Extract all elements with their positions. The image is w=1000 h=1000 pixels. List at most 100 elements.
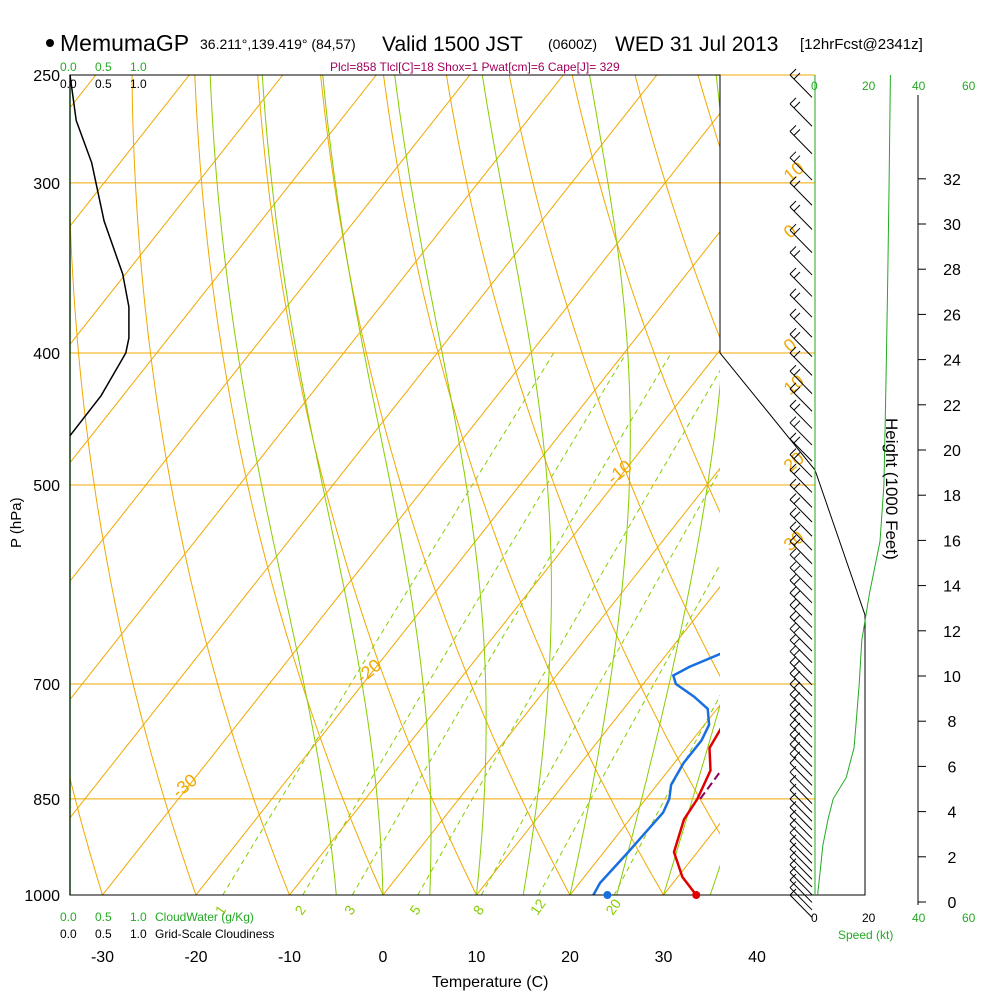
dry-adiabat [887, 75, 1000, 895]
dry-adiabat [508, 75, 720, 678]
wind-barb [789, 438, 813, 462]
wind-barb-flag [789, 645, 797, 652]
wind-barb-flag [789, 783, 797, 791]
temperature-axis-label: Temperature (C) [432, 974, 548, 991]
wind-barb-flag [789, 327, 797, 335]
dry-adiabat [950, 75, 1000, 895]
wind-barb [789, 724, 813, 748]
pressure-axis-label: P (hPa) [8, 497, 25, 548]
isotherm-line [70, 75, 284, 346]
wind-barb-flag [789, 507, 797, 515]
wind-barb-flag [793, 722, 801, 730]
wind-barb-flag [793, 741, 801, 749]
wind-barb-flag [793, 732, 801, 739]
wind-barb [789, 762, 813, 786]
height-tick-label: 10 [943, 669, 961, 686]
wind-barb [789, 273, 813, 297]
wind-barb [789, 527, 813, 551]
station-name: MemumaGP [60, 30, 189, 56]
wind-barb-flag [793, 751, 801, 759]
wind-barb-flag [793, 482, 801, 490]
wind-barb [789, 469, 813, 493]
height-tick-label: 0 [948, 895, 957, 912]
station-coords: 36.211°,139.419° (84,57) [200, 36, 356, 52]
wind-barb-flag [789, 176, 797, 184]
wind-barb-flag [789, 267, 797, 275]
moist-adiabat [261, 75, 384, 895]
wind-barb-flag [789, 598, 797, 606]
wind-barb-flag [793, 312, 801, 320]
wind-speed-label: Speed (kt) [838, 928, 893, 942]
wind-barb-flag [789, 521, 797, 529]
wind-barb [789, 639, 813, 663]
moist-adiabat [569, 75, 631, 895]
wind-barb-flag [789, 842, 797, 850]
moist-adiabat [616, 75, 720, 895]
wind-barb-flag [789, 850, 797, 858]
height-tick-label: 8 [948, 714, 957, 731]
wind-barb-flag [789, 633, 797, 641]
temperature-tick-label: 40 [748, 949, 766, 966]
wind-barb-flag [793, 637, 801, 645]
wind-barb [789, 454, 813, 478]
mixing-ratio-labels: 1 2 3 5 8 12 20 [212, 896, 625, 918]
wind-barb [789, 580, 813, 604]
wind-barb [789, 651, 813, 675]
wind-top-tick: 60 [962, 79, 976, 93]
wind-barb-flag [789, 708, 797, 716]
wind-panel [789, 68, 891, 918]
dry-adiabat [571, 75, 720, 514]
wind-barb-flag [789, 68, 797, 76]
wind-barb [789, 683, 813, 707]
wind-barb [789, 370, 813, 394]
sounding-profiles [592, 652, 720, 895]
wind-barb [789, 616, 813, 640]
wind-barb-flag [789, 448, 797, 456]
cloud-bottom-tick-black: 0.0 [60, 927, 77, 941]
wind-top-tick: 40 [912, 79, 926, 93]
wind-barb-flag [793, 671, 801, 678]
wind-barb [789, 182, 813, 206]
wind-barb-flag [789, 586, 797, 594]
cloud-top-tick-black: 0.0 [60, 77, 77, 91]
surface-temperature [692, 891, 701, 899]
pressure-tick-label: 850 [33, 792, 60, 809]
cloud-axis-labels: 0.0 0.5 1.0 0.0 0.5 1.0 0.0 0.5 1.0 0.0 0.5 1.0 Clou… [60, 60, 274, 941]
temperature-tick-label: -30 [91, 949, 114, 966]
wind-barb [789, 294, 813, 318]
wind-barb-flag [789, 364, 797, 372]
cloud-top-tick-green: 0.0 [60, 60, 77, 74]
wind-barb-flag [789, 809, 797, 817]
wind-barb-flag [793, 565, 801, 573]
wind-barb-flag [793, 590, 801, 598]
wind-barb [789, 894, 813, 918]
wind-barb [789, 229, 813, 253]
wind-barb [789, 704, 813, 728]
wind-barb-flag [789, 151, 797, 159]
height-tick-label: 24 [943, 353, 961, 370]
height-tick-label: 26 [943, 307, 961, 324]
wind-barb-flag [789, 677, 797, 685]
dry-adiabat [445, 75, 720, 835]
wind-barb-flag [789, 416, 797, 424]
wind-barb [789, 405, 813, 429]
mixing-ratio-label: 2 [291, 902, 309, 918]
dry-adiabat [70, 776, 103, 895]
wind-barb-flag [793, 180, 801, 188]
wind-barb-flag [793, 331, 801, 339]
wind-barb-flag [793, 204, 801, 212]
cloudiness-profile [69, 74, 130, 437]
wind-barb-flag [793, 436, 801, 444]
wind-barb-flag [793, 539, 801, 546]
temperature-tick-label: 20 [561, 949, 579, 966]
wind-barb [789, 824, 813, 848]
wind-barb-flag [789, 432, 797, 440]
mixing-ratio-label: 3 [341, 902, 359, 918]
dry-adiabat [383, 75, 664, 895]
wind-barb [789, 753, 813, 777]
wind-barb-flag [789, 858, 797, 866]
wind-barb [789, 734, 813, 758]
wind-barb [789, 352, 813, 376]
